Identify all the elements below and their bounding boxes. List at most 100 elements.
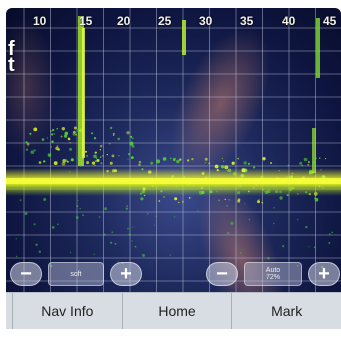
sonar-return-dot — [150, 161, 154, 165]
sonar-return-dot — [26, 142, 30, 146]
sonar-return-dot — [99, 156, 102, 159]
right-mode-line1: Auto — [265, 267, 281, 274]
sonar-return-dot — [243, 161, 247, 165]
depth-scale-tick: 30 — [199, 14, 213, 28]
sonar-return-dot — [60, 135, 63, 138]
right-mode-display[interactable]: Auto 72% — [244, 262, 302, 286]
sonar-return-dot — [208, 162, 211, 165]
sonar-return-dot — [314, 197, 316, 200]
sonar-return-dot — [111, 154, 115, 158]
sonar-return-dot — [169, 157, 172, 160]
sonar-return-dot — [204, 162, 207, 164]
sonar-return-dot — [331, 231, 334, 234]
sonar-return-dot — [176, 159, 180, 164]
sonar-return-dot — [94, 160, 97, 163]
sonar-return-dot — [56, 127, 59, 130]
right-plus-button[interactable]: + — [308, 262, 340, 286]
depth-scale-tick: 15 — [79, 14, 93, 28]
sonar-return-dot — [106, 154, 108, 156]
sonar-return-dot — [64, 159, 68, 163]
sonar-return-dot — [313, 246, 316, 249]
sonar-return-dot — [112, 134, 115, 136]
right-minus-button[interactable]: − — [206, 262, 238, 286]
left-minus-button[interactable]: − — [10, 262, 42, 286]
sonar-return-dot — [227, 232, 230, 235]
sonar-return-dot — [85, 150, 87, 153]
sonar-return-dot — [76, 205, 79, 208]
sonar-return-dot — [93, 137, 97, 140]
home-button[interactable]: Home — [123, 293, 233, 329]
sonar-return-dot — [178, 201, 180, 204]
sonar-return-dot — [314, 197, 319, 202]
sonar-return-dot — [146, 213, 149, 215]
sonar-return-dot — [131, 240, 133, 242]
sonar-return-dot — [262, 157, 266, 161]
sonar-return-dot — [273, 222, 275, 225]
sonar-return-dot — [15, 238, 17, 240]
sonar-return-dot — [86, 155, 88, 157]
sonar-return-dot — [38, 250, 41, 253]
unit-label-f: f — [8, 38, 15, 60]
sonar-return-dot — [66, 160, 69, 163]
sonar-return-dot — [130, 135, 133, 138]
sonar-return-dot — [113, 132, 115, 135]
sonar-return-dot — [258, 198, 260, 201]
sonar-return-dot — [99, 149, 102, 151]
left-control-group: − soft + — [10, 262, 142, 286]
sonar-return-dot — [72, 132, 76, 136]
sonar-return-dot — [307, 163, 310, 166]
sonar-return-dot — [51, 226, 55, 229]
depth-scale-tick: 25 — [158, 14, 172, 28]
sonar-return-dot — [237, 198, 241, 201]
nav-info-button[interactable]: Nav Info — [13, 293, 123, 329]
sonar-return-dot — [270, 162, 272, 164]
sonar-return-dot — [313, 161, 317, 164]
sonar-return-dot — [299, 161, 303, 165]
sonar-return-dot — [53, 133, 55, 135]
sonar-return-dot — [128, 153, 131, 156]
sonar-return-dot — [35, 243, 38, 246]
sonar-return-dot — [19, 199, 22, 202]
depth-scale-tick: 35 — [240, 14, 254, 28]
sonar-return-dot — [138, 160, 142, 164]
sonar-return-dot — [50, 130, 52, 132]
sonar-return-dot — [197, 210, 199, 212]
sonar-return-dot — [79, 207, 81, 210]
left-plus-button[interactable]: + — [110, 262, 142, 286]
sonar-return-dot — [273, 207, 275, 209]
sonar-return-dot — [314, 157, 317, 160]
sonar-return-dot — [94, 151, 97, 154]
sonar-return-dot — [25, 148, 28, 151]
sonar-return-dot — [33, 223, 36, 226]
sonar-return-dot — [38, 161, 42, 164]
sonar-return-dot — [226, 205, 229, 207]
sonar-return-dot — [29, 132, 32, 135]
sonar-return-dot — [173, 157, 176, 161]
sonar-return-dot — [328, 233, 331, 236]
sonar-return-dot — [95, 157, 98, 159]
sonar-return-dot — [57, 223, 59, 226]
sonar-return-dot — [25, 141, 28, 144]
sonar-return-dot — [186, 159, 190, 162]
left-mode-display[interactable]: soft — [48, 262, 104, 286]
sonar-return-dot — [50, 146, 53, 148]
sonar-return-dot — [204, 157, 208, 161]
sonar-return-dot — [126, 131, 130, 135]
sonar-return-dot — [46, 137, 49, 139]
sonar-return-dot — [33, 127, 38, 132]
mark-button[interactable]: Mark — [271, 303, 303, 319]
sonar-return-dot — [79, 164, 82, 167]
sonar-return-dot — [129, 141, 134, 146]
sonar-return-dot — [33, 149, 36, 152]
sonar-return-dot — [239, 252, 242, 254]
sonar-return-dot — [257, 200, 260, 204]
sonar-return-dot — [77, 157, 80, 160]
sonar-return-dot — [109, 161, 113, 165]
sonar-return-dot — [100, 162, 103, 165]
sonar-return-dot — [51, 140, 54, 143]
sonar-return-dot — [228, 198, 231, 201]
sonar-return-dot — [279, 196, 283, 200]
sonar-return-dot — [237, 157, 240, 160]
sonar-return-dot — [134, 245, 137, 248]
left-mode-line2: soft — [70, 270, 82, 278]
